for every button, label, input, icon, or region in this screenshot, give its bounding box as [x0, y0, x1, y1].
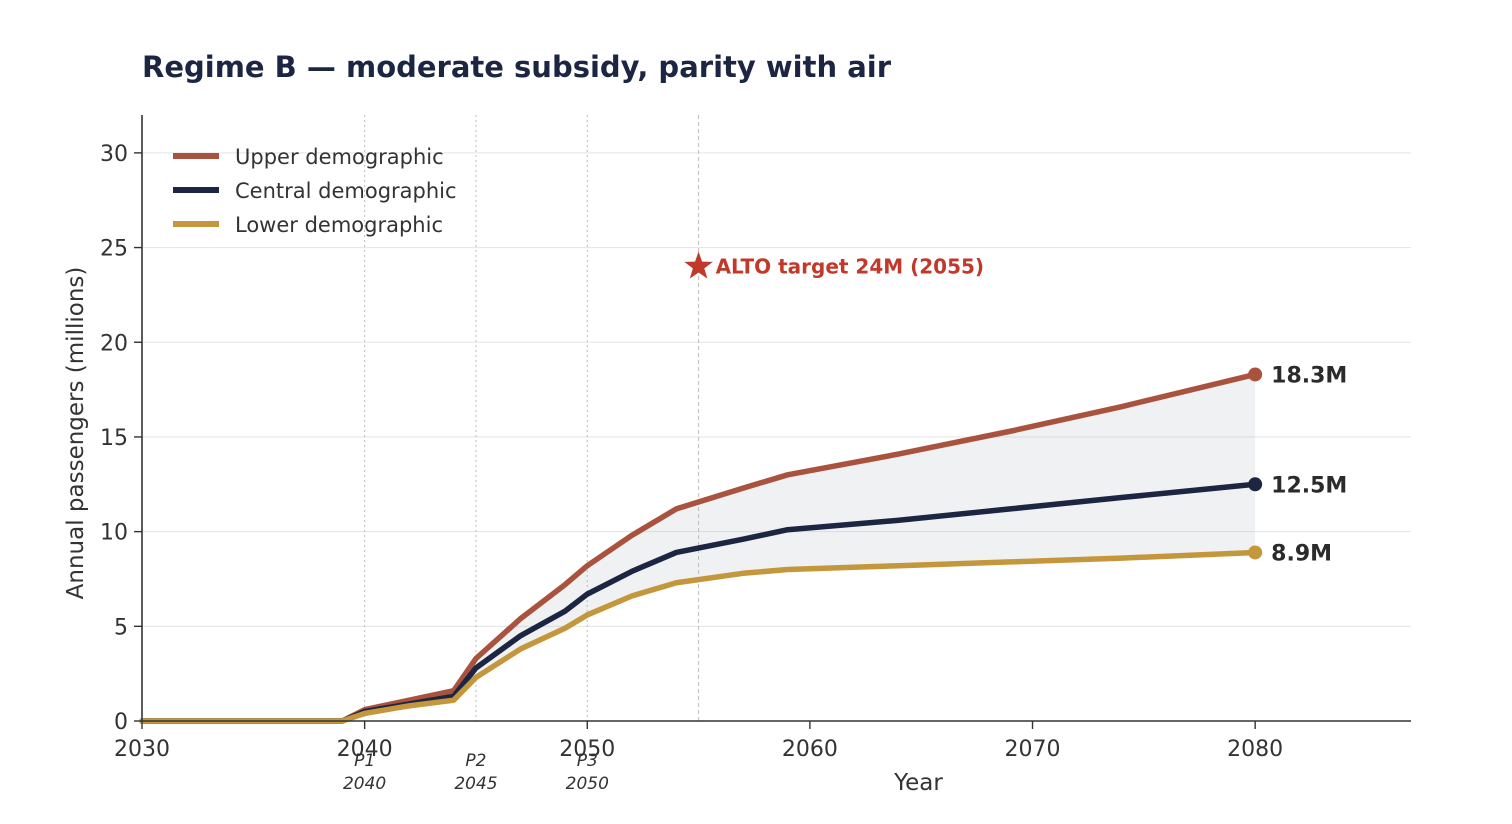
phase-label-P2: P2	[465, 751, 486, 771]
series-end-label-central: 12.5M	[1271, 473, 1347, 498]
x-tick-label-2050: 2050	[559, 737, 615, 762]
legend-label-upper: Upper demographic	[235, 145, 444, 169]
chart-title: Regime B — moderate subsidy, parity with…	[142, 50, 892, 84]
legend-label-lower: Lower demographic	[235, 213, 443, 237]
phase-year-P1: 2040	[343, 774, 386, 794]
x-tick-label-2040: 2040	[337, 737, 393, 762]
series-line-lower	[139, 549, 1258, 724]
target-star-icon	[684, 251, 713, 279]
y-tick-label-20: 20	[100, 331, 128, 356]
legend: Upper demographic Central demographic Lowe…	[173, 145, 457, 237]
tick-labels: 0 5 10 15 20 25 30 2030 2040 2050 2060 2070 2080	[100, 142, 1283, 762]
phase-label-P3: P3	[577, 751, 598, 771]
series-lines	[139, 367, 1263, 724]
x-axis-label: Year	[893, 770, 943, 796]
x-tick-label-2030: 2030	[114, 737, 170, 762]
series-end-marker-lower	[1248, 545, 1263, 560]
phase-year-P2: 2045	[454, 774, 497, 794]
y-tick-label-10: 10	[100, 521, 128, 546]
series-end-marker-central	[1248, 477, 1263, 492]
x-tick-label-2080: 2080	[1227, 737, 1283, 762]
axis-labels: Year Annual passengers (millions)	[63, 267, 943, 796]
y-tick-label-25: 25	[100, 237, 128, 262]
axes	[141, 115, 1411, 722]
y-tick-label-15: 15	[100, 426, 128, 451]
series-end-label-lower: 8.9M	[1271, 541, 1332, 566]
target-label: ALTO target 24M (2055)	[716, 255, 985, 279]
x-tick-label-2070: 2070	[1005, 737, 1061, 762]
phase-label-P1: P1	[354, 751, 375, 771]
series-line-upper	[139, 371, 1258, 724]
phase-year-P3: 2050	[566, 774, 609, 794]
x-tick-label-2060: 2060	[782, 737, 838, 762]
y-axis-label: Annual passengers (millions)	[63, 267, 89, 600]
series-end-label-upper: 18.3M	[1271, 363, 1347, 388]
y-tick-label-5: 5	[114, 615, 128, 640]
legend-label-central: Central demographic	[235, 179, 457, 203]
annotations: 18.3M 12.5M 8.9M ALTO target 24M (2055)	[684, 251, 1347, 566]
y-tick-label-0: 0	[114, 710, 128, 735]
y-tick-label-30: 30	[100, 142, 128, 167]
series-end-marker-upper	[1248, 367, 1263, 382]
